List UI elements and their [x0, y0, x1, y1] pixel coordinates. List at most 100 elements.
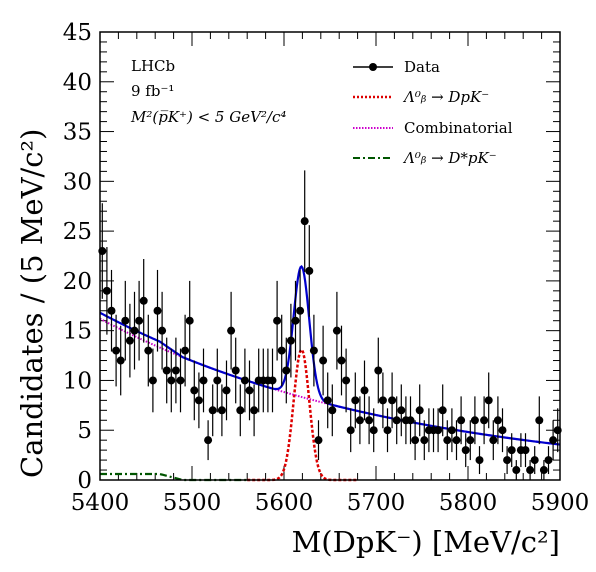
x-tick-label: 5800 — [439, 490, 498, 516]
legend-signal-label: Λ⁰ᵦ → DpK⁻ — [402, 88, 489, 106]
data-point — [484, 396, 493, 405]
legend-data-marker — [369, 63, 377, 71]
data-point — [167, 376, 176, 385]
y-tick-label: 25 — [63, 219, 92, 245]
data-point — [438, 406, 447, 415]
data-point — [181, 346, 190, 355]
data-point — [411, 436, 420, 445]
legend-partial-label: Λ⁰ᵦ → D*pK⁻ — [402, 149, 497, 167]
data-point — [102, 286, 111, 295]
data-point — [512, 466, 521, 475]
x-tick-label: 5900 — [531, 490, 590, 516]
data-point — [185, 316, 194, 325]
legend-data-label: Data — [404, 58, 440, 76]
x-tick-label: 5400 — [71, 490, 130, 516]
data-point — [406, 416, 415, 425]
data-point — [296, 306, 305, 315]
data-point — [199, 376, 208, 385]
data-point — [383, 426, 392, 435]
y-tick-label: 0 — [77, 468, 92, 494]
data-point — [277, 346, 286, 355]
data-point — [121, 316, 130, 325]
data-point — [162, 366, 171, 375]
data-point — [443, 436, 452, 445]
data-point — [273, 316, 282, 325]
data-point — [171, 366, 180, 375]
data-point — [135, 316, 144, 325]
data-point — [148, 376, 157, 385]
total-fit-curve — [99, 265, 561, 446]
data-point — [397, 406, 406, 415]
data-point — [231, 366, 240, 375]
data-point — [107, 306, 116, 315]
data-point — [158, 326, 167, 335]
data-point — [503, 456, 512, 465]
data-point — [130, 326, 139, 335]
lhcb-label: LHCb — [131, 57, 175, 75]
data-point — [539, 466, 548, 475]
x-axis-title: M(DpK⁻) [MeV/c²] — [292, 525, 560, 559]
data-point — [217, 406, 226, 415]
legend-comb-label: Combinatorial — [404, 119, 513, 137]
y-tick-label: 40 — [63, 70, 92, 96]
data-point — [392, 416, 401, 425]
data-point — [245, 386, 254, 395]
data-point — [461, 446, 470, 455]
data-point — [420, 436, 429, 445]
data-point — [323, 396, 332, 405]
x-tick-label: 5700 — [347, 490, 406, 516]
data-point — [291, 316, 300, 325]
data-point — [332, 326, 341, 335]
data-point — [286, 336, 295, 345]
data-point — [351, 396, 360, 405]
data-point — [360, 386, 369, 395]
data-point — [190, 386, 199, 395]
data-point — [139, 296, 148, 305]
data-point — [309, 346, 318, 355]
data-point — [176, 376, 185, 385]
data-point — [236, 406, 245, 415]
data-point — [194, 396, 203, 405]
mass-cut-label: M²(p̅K⁺) < 5 GeV²/c⁴ — [130, 108, 286, 126]
data-point — [480, 416, 489, 425]
data-point — [204, 436, 213, 445]
x-tick-label: 5500 — [163, 490, 222, 516]
data-point — [240, 376, 249, 385]
data-point — [125, 336, 134, 345]
data-point — [355, 416, 364, 425]
data-point — [153, 306, 162, 315]
data-point — [314, 436, 323, 445]
y-tick-label: 30 — [63, 169, 92, 195]
data-point — [415, 406, 424, 415]
data-point — [507, 446, 516, 455]
data-point — [489, 436, 498, 445]
data-point — [452, 436, 461, 445]
data-point — [544, 456, 553, 465]
data-point — [328, 406, 337, 415]
data-point — [222, 386, 231, 395]
data-point — [144, 346, 153, 355]
data-point — [466, 436, 475, 445]
plot-frame — [99, 31, 561, 481]
data-point — [457, 416, 466, 425]
data-point — [374, 366, 383, 375]
y-tick-label: 45 — [63, 20, 92, 46]
data-point — [346, 426, 355, 435]
data-point — [447, 426, 456, 435]
data-point — [475, 456, 484, 465]
y-tick-label: 15 — [63, 319, 92, 345]
y-tick-label: 5 — [77, 418, 92, 444]
data-point — [388, 396, 397, 405]
data-point — [434, 426, 443, 435]
data-point — [112, 346, 121, 355]
data-point — [470, 416, 479, 425]
data-point — [378, 396, 387, 405]
y-tick-label: 10 — [63, 368, 92, 394]
x-tick-label: 5600 — [255, 490, 314, 516]
data-point — [530, 456, 539, 465]
y-axis-title: Candidates / (5 MeV/c²) — [15, 129, 49, 479]
data-point — [337, 356, 346, 365]
data-point — [213, 376, 222, 385]
y-tick-label: 20 — [63, 269, 92, 295]
